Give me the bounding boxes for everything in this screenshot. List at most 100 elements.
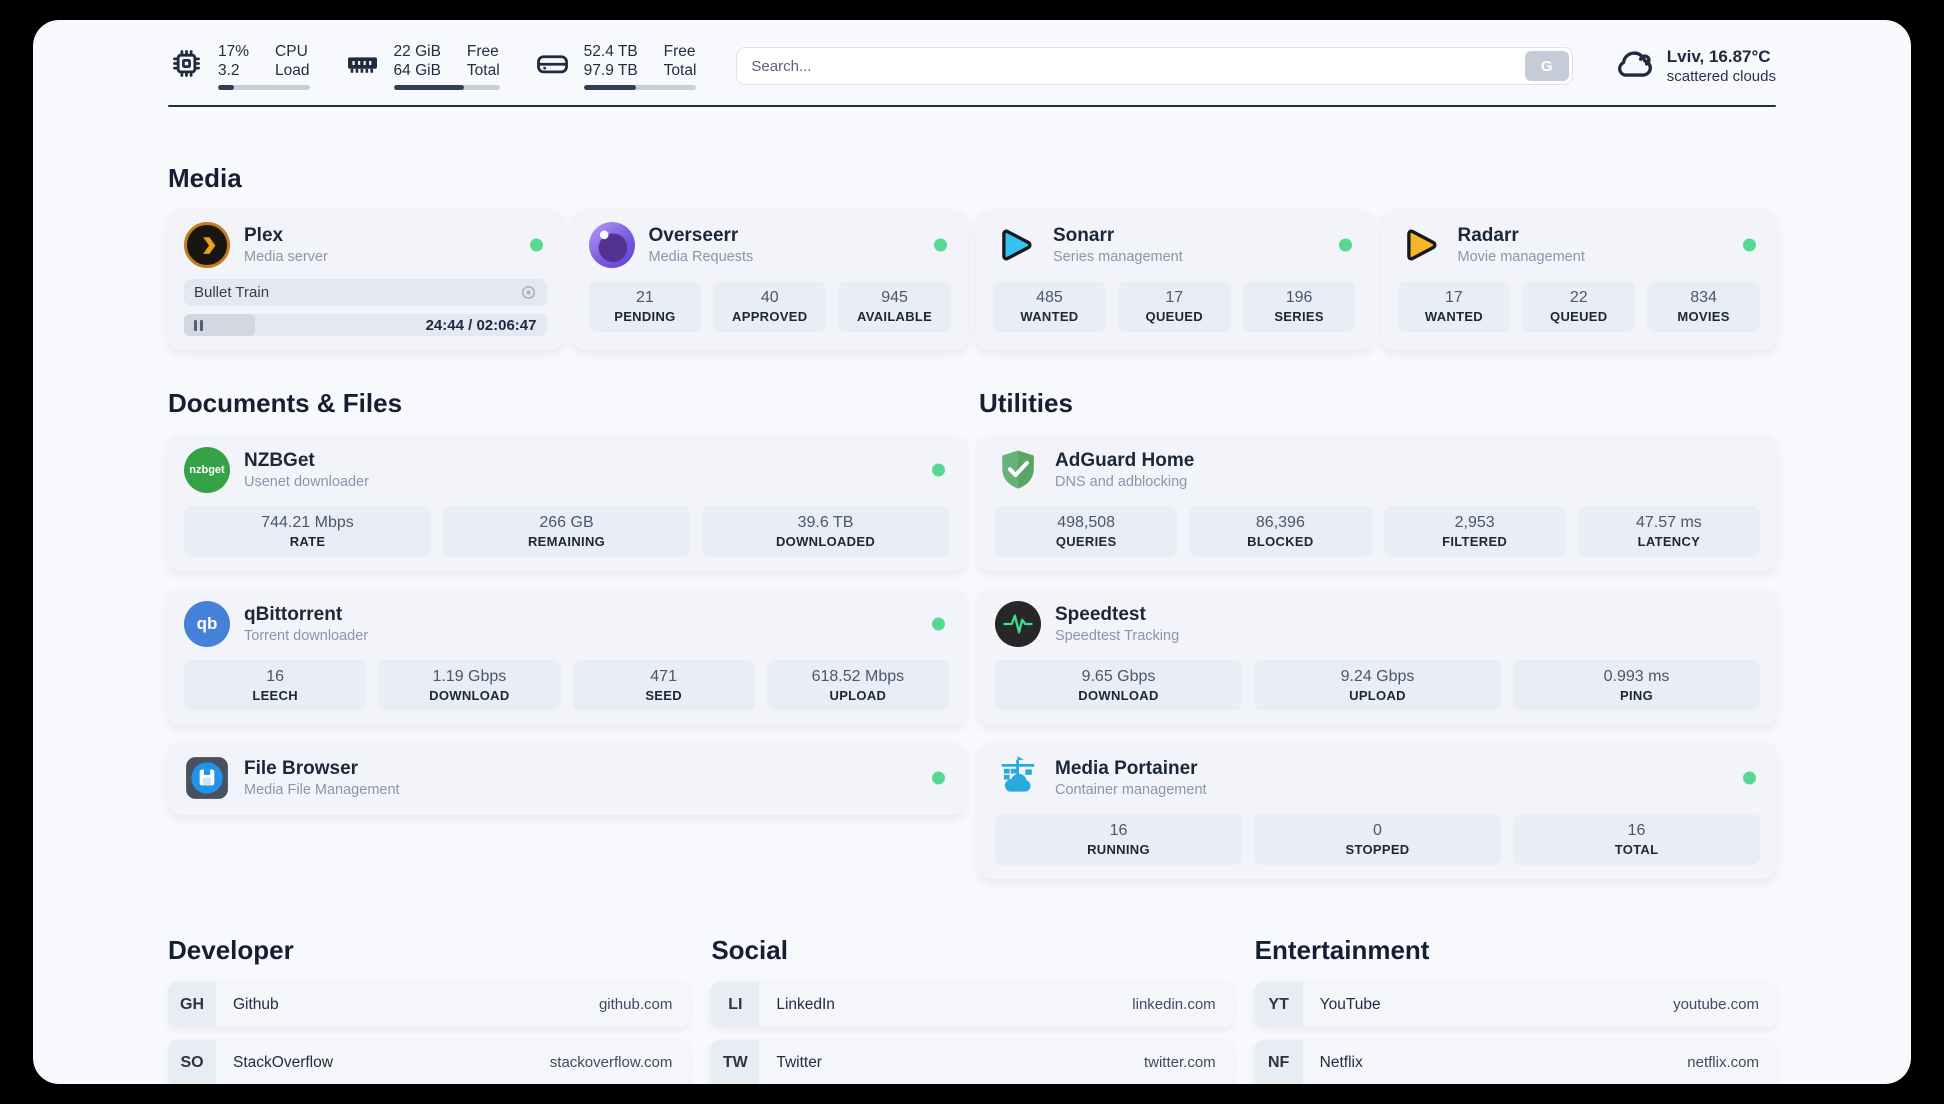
- bookmark-row-netflix[interactable]: NF Netflix netflix.com: [1254, 1040, 1776, 1084]
- card-adguard[interactable]: AdGuard Home DNS and adblocking 498,508 …: [979, 435, 1776, 571]
- stat-running: 16 RUNNING: [995, 814, 1242, 865]
- card-title: Radarr: [1457, 225, 1519, 246]
- card-speedtest[interactable]: Speedtest Speedtest Tracking 9.65 Gbps D…: [979, 589, 1776, 725]
- bookmark-url: github.com: [598, 996, 673, 1013]
- card-plex[interactable]: Plex Media server Bullet Train: [168, 210, 563, 350]
- search-input[interactable]: [736, 47, 1573, 85]
- stat-stopped: 0 STOPPED: [1254, 814, 1501, 865]
- status-online-dot: [932, 617, 945, 631]
- card-subtitle: Media Requests: [648, 249, 754, 265]
- section-media: Media Plex Media server: [168, 163, 1776, 350]
- disk-progress-bar: [583, 85, 697, 90]
- cpu-progress-bar: [218, 85, 310, 90]
- card-subtitle: Usenet downloader: [244, 474, 369, 490]
- stat-series: 196 SERIES: [1242, 281, 1356, 332]
- card-subtitle: DNS and adblocking: [1055, 474, 1188, 490]
- bookmark-tag: YT: [1254, 982, 1303, 1027]
- stat-available: 945 AVAILABLE: [838, 281, 951, 332]
- section-entertainment: Entertainment YT YouTube youtube.com NF …: [1254, 935, 1776, 1084]
- ram-free-value: 22 GiB: [393, 43, 441, 60]
- stat-filtered: 2,953 FILTERED: [1383, 506, 1566, 557]
- header: 17% 3.2 CPU Load: [168, 42, 1776, 90]
- cpu-usage-value: 17%: [218, 43, 250, 60]
- dashboard-page: 17% 3.2 CPU Load: [33, 20, 1911, 1084]
- section-title-social: Social: [711, 935, 788, 965]
- card-filebrowser[interactable]: File Browser Media File Management: [168, 743, 965, 815]
- ram-stick-icon: [344, 45, 381, 87]
- weather-widget: Lviv, 16.87°C scattered clouds: [1613, 43, 1776, 90]
- card-subtitle: Media File Management: [244, 782, 400, 798]
- bookmark-url: stackoverflow.com: [549, 1054, 673, 1071]
- card-title: qBittorrent: [244, 604, 343, 625]
- overseerr-icon: [588, 222, 635, 268]
- ram-progress-bar: [393, 85, 500, 90]
- stat-wanted: 17 WANTED: [1397, 281, 1511, 332]
- bookmark-url: netflix.com: [1687, 1054, 1759, 1071]
- card-nzbget[interactable]: nzbget NZBGet Usenet downloader 744.21 M…: [168, 435, 965, 571]
- cloud-icon: [1613, 43, 1655, 90]
- card-subtitle: Container management: [1055, 782, 1207, 798]
- card-overseerr[interactable]: Overseerr Media Requests 21 PENDING 40 A…: [572, 210, 967, 350]
- stat-download: 1.19 Gbps DOWNLOAD: [378, 660, 561, 711]
- card-title: Media Portainer: [1055, 758, 1198, 779]
- ram-free-label: Free: [466, 43, 499, 60]
- header-divider: [168, 105, 1776, 107]
- card-title: NZBGet: [244, 450, 315, 471]
- status-online-dot: [934, 238, 947, 252]
- bookmark-name: LinkedIn: [776, 995, 835, 1013]
- bookmark-tag: NF: [1254, 1040, 1303, 1084]
- load-label: Load: [275, 62, 310, 79]
- stat-approved: 40 APPROVED: [713, 281, 827, 332]
- card-title: Overseerr: [648, 225, 739, 246]
- bookmark-row-linkedin[interactable]: LI LinkedIn linkedin.com: [711, 982, 1233, 1027]
- bookmark-tag: GH: [168, 982, 216, 1027]
- disk-total-value: 97.9 TB: [583, 62, 638, 79]
- bookmark-row-github[interactable]: GH Github github.com: [168, 982, 690, 1027]
- stat-upload: 618.52 Mbps UPLOAD: [766, 660, 949, 711]
- bookmark-row-youtube[interactable]: YT YouTube youtube.com: [1254, 982, 1776, 1027]
- stat-queued: 22 QUEUED: [1522, 281, 1636, 332]
- pause-icon[interactable]: [194, 319, 203, 331]
- bookmark-tag: SO: [168, 1040, 216, 1084]
- section-title-media: Media: [168, 163, 242, 193]
- stat-total: 16 TOTAL: [1513, 814, 1760, 865]
- card-title: Plex: [244, 225, 284, 246]
- card-portainer[interactable]: Media Portainer Container management 16 …: [979, 743, 1776, 879]
- card-subtitle: Media server: [244, 249, 328, 265]
- status-online-dot: [932, 771, 945, 785]
- bookmark-name: StackOverflow: [233, 1053, 333, 1071]
- bookmark-url: linkedin.com: [1132, 996, 1216, 1013]
- status-online-dot: [1338, 238, 1352, 252]
- speedtest-icon: [995, 601, 1041, 647]
- now-playing-title: Bullet Train: [194, 284, 270, 301]
- card-title: File Browser: [244, 758, 359, 779]
- adguard-icon: [995, 447, 1041, 493]
- section-utilities: Utilities: [979, 388, 1776, 879]
- bookmark-row-stackoverflow[interactable]: SO StackOverflow stackoverflow.com: [168, 1040, 690, 1084]
- search-engine-button[interactable]: G: [1524, 51, 1569, 81]
- stat-wanted: 485 WANTED: [993, 281, 1106, 332]
- status-online-dot: [529, 238, 543, 252]
- stat-leech: 16 LEECH: [184, 660, 367, 711]
- card-subtitle: Torrent downloader: [244, 628, 369, 644]
- playback-time: 24:44 / 02:06:47: [425, 316, 537, 334]
- card-title: Sonarr: [1053, 225, 1115, 246]
- section-social: Social LI LinkedIn linkedin.com TW Twitt…: [711, 935, 1233, 1084]
- bookmark-name: Netflix: [1319, 1053, 1363, 1071]
- bookmark-row-twitter[interactable]: TW Twitter twitter.com: [711, 1040, 1233, 1084]
- bookmark-name: Github: [233, 995, 279, 1013]
- status-online-dot: [1743, 771, 1756, 785]
- system-widgets: 17% 3.2 CPU Load: [168, 42, 697, 90]
- stat-downloaded: 39.6 TB DOWNLOADED: [702, 506, 949, 557]
- playback-progress-bar[interactable]: 24:44 / 02:06:47: [184, 314, 547, 336]
- stat-seed: 471 SEED: [572, 660, 755, 711]
- stat-ping: 0.993 ms PING: [1513, 660, 1760, 711]
- search-bar: G: [736, 47, 1573, 85]
- stat-upload: 9.24 Gbps UPLOAD: [1254, 660, 1501, 711]
- stat-latency: 47.57 ms LATENCY: [1577, 506, 1760, 557]
- card-radarr[interactable]: Radarr Movie management 17 WANTED 22 QUE…: [1381, 210, 1776, 350]
- card-qbittorrent[interactable]: qb qBittorrent Torrent downloader 16: [168, 589, 965, 725]
- portainer-icon: [995, 755, 1041, 801]
- card-sonarr[interactable]: Sonarr Series management 485 WANTED 17 Q…: [977, 210, 1372, 350]
- card-subtitle: Movie management: [1457, 249, 1585, 265]
